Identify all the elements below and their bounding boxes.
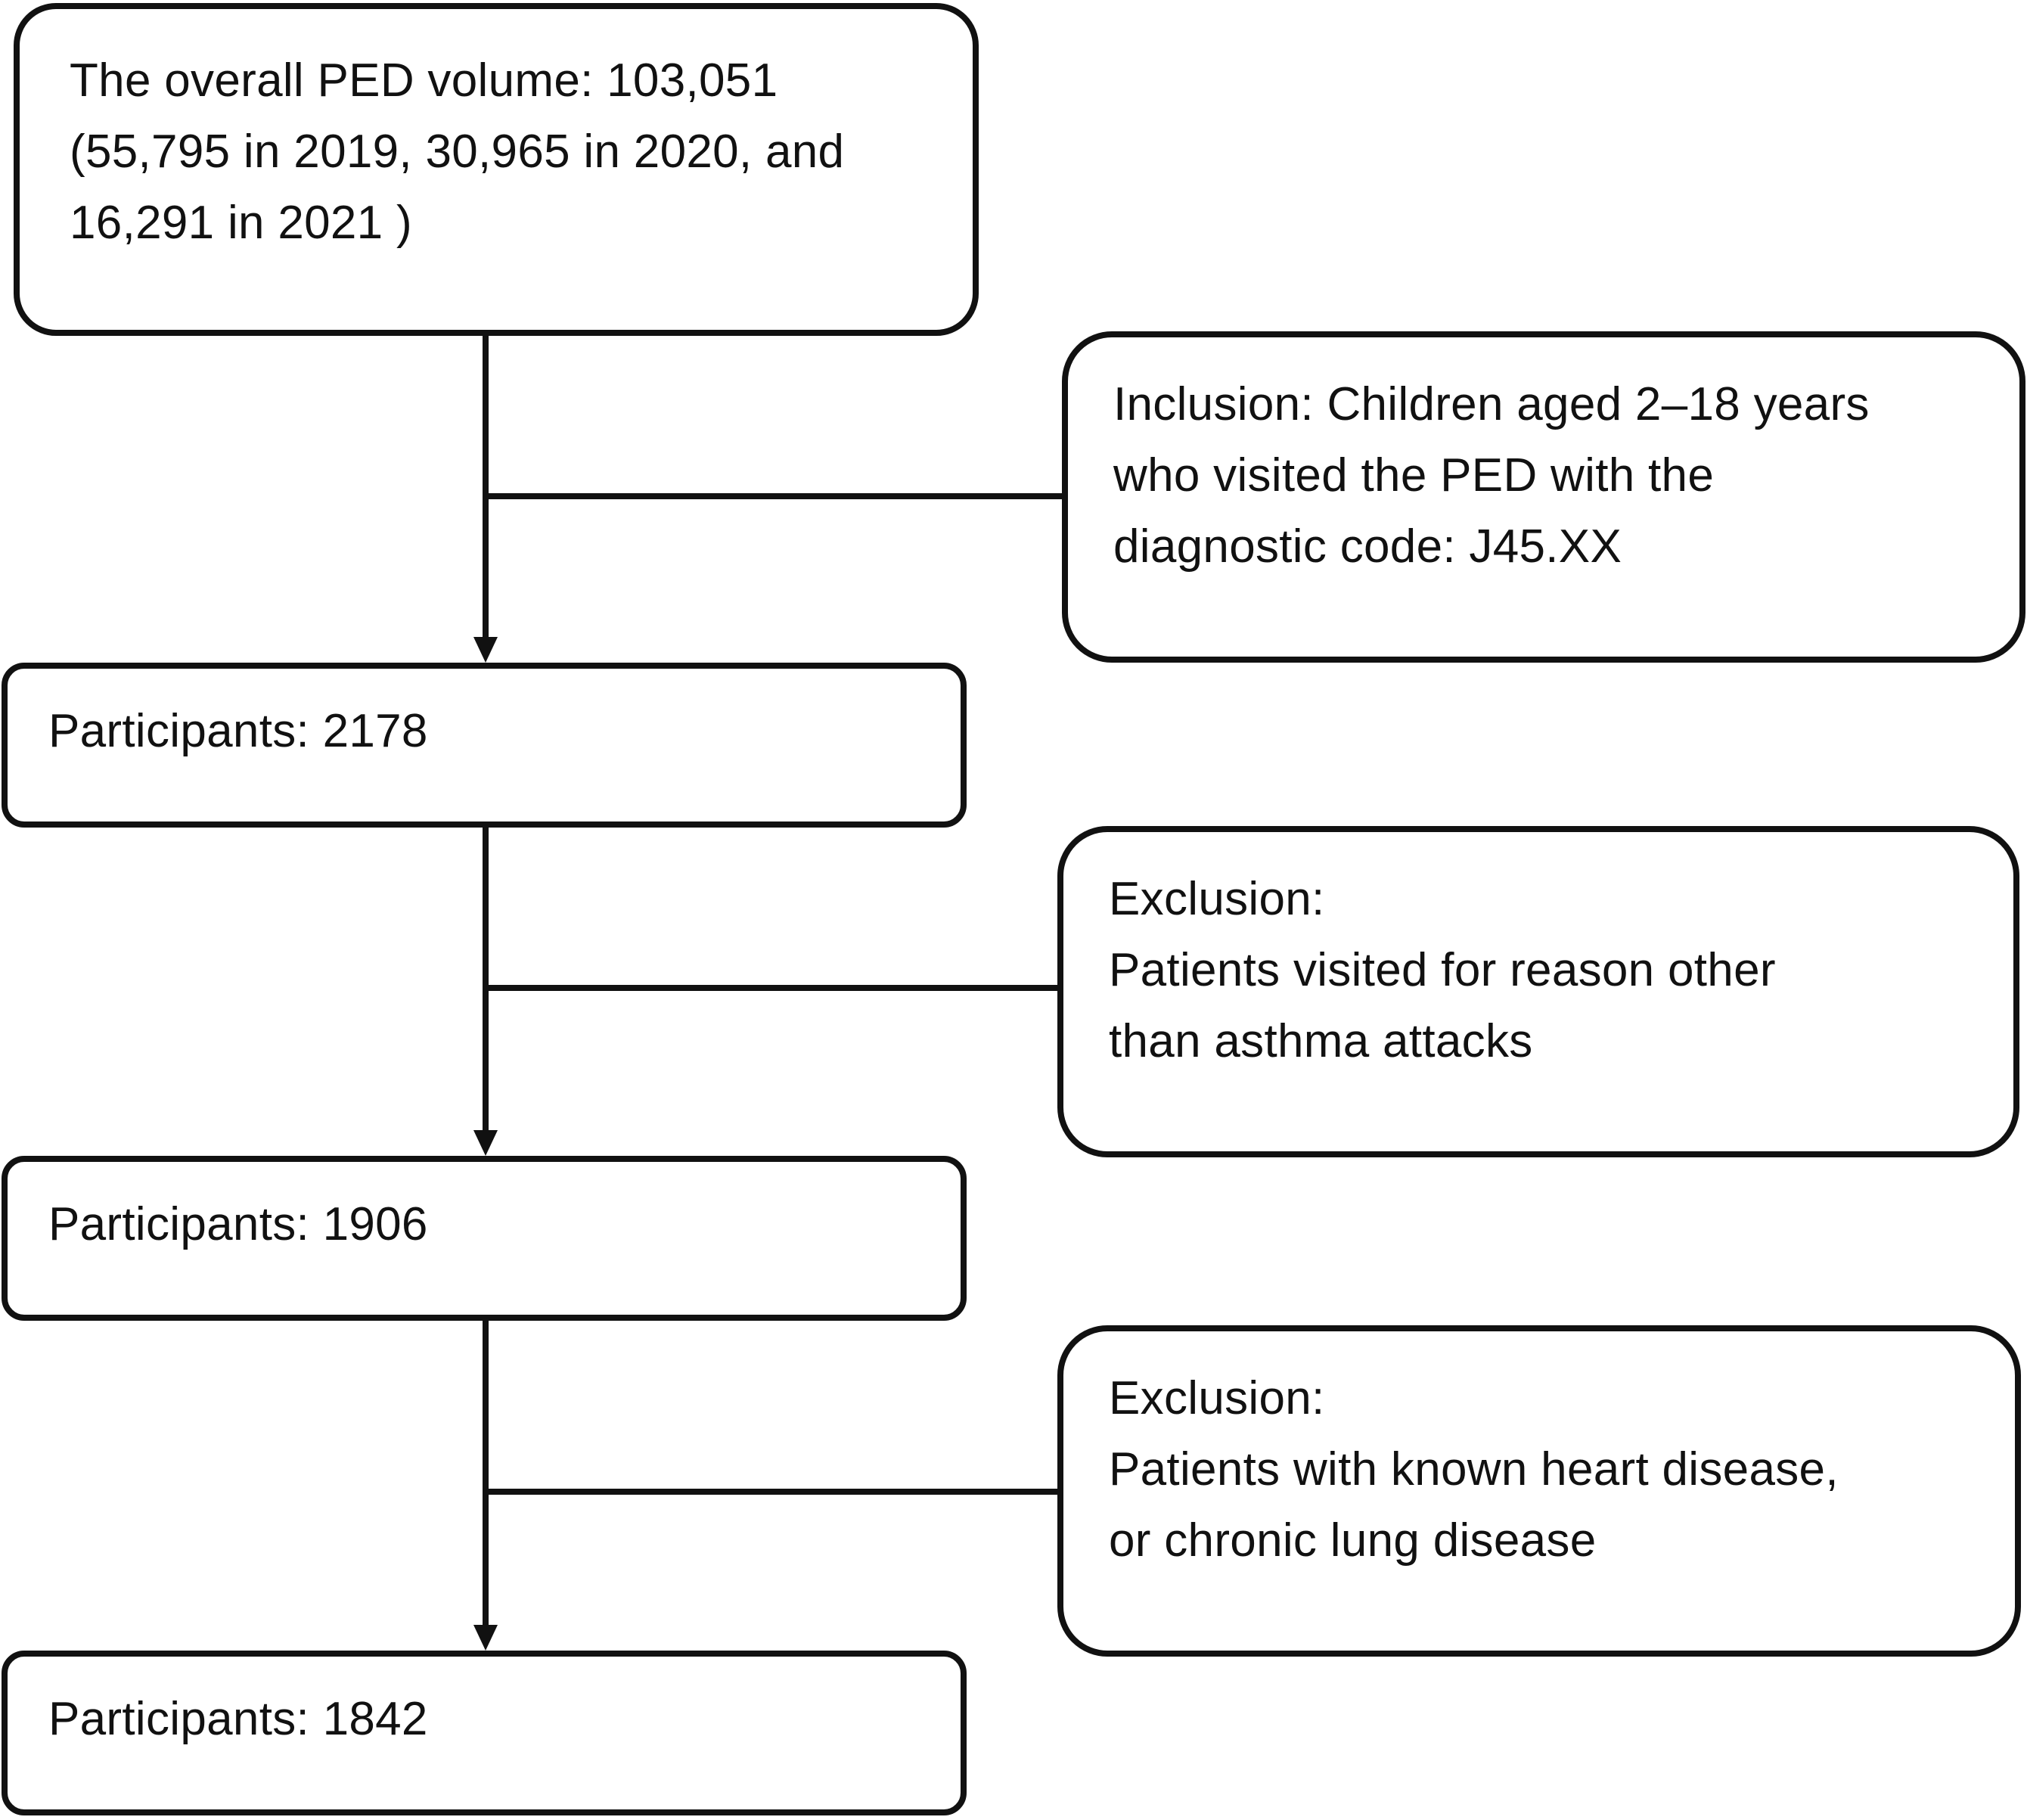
inclusion-line: diagnostic code: J45.XX (1113, 520, 1622, 573)
overall-volume-line: (55,795 in 2019, 30,965 in 2020, and (70, 126, 845, 178)
arrowhead-to-p3 (473, 1625, 498, 1651)
participants-box-3: Participants: 1842 (2, 1651, 967, 1815)
exclusion-2-text: Exclusion: Patients with known heart dis… (1109, 1363, 2015, 1576)
participants-box-2: Participants: 1906 (2, 1156, 967, 1321)
exclusion-2-line: Patients with known heart disease, (1109, 1443, 1839, 1495)
exclusion-1-line: Exclusion: (1109, 873, 1325, 925)
overall-volume-line: 16,291 in 2021 ) (70, 197, 412, 249)
inclusion-criteria-box: Inclusion: Children aged 2–18 years who … (1062, 331, 2025, 663)
participants-1-text: Participants: 2178 (48, 705, 428, 757)
inclusion-line: who visited the PED with the (1113, 449, 1715, 502)
participants-3-text: Participants: 1842 (48, 1693, 428, 1745)
exclusion-1-line: Patients visited for reason other (1109, 944, 1776, 996)
inclusion-line: Inclusion: Children aged 2–18 years (1113, 378, 1870, 430)
exclusion-2-line: Exclusion: (1109, 1372, 1325, 1424)
overall-volume-text: The overall PED volume: 103,051 (55,795 … (70, 45, 973, 259)
overall-volume-line: The overall PED volume: 103,051 (70, 54, 778, 107)
arrowhead-to-p1 (473, 637, 498, 663)
exclusion-1-text: Exclusion: Patients visited for reason o… (1109, 864, 2013, 1077)
exclusion-2-line: or chronic lung disease (1109, 1514, 1597, 1567)
exclusion-criteria-box-1: Exclusion: Patients visited for reason o… (1057, 826, 2019, 1157)
exclusion-criteria-box-2: Exclusion: Patients with known heart dis… (1057, 1325, 2021, 1657)
exclusion-1-line: than asthma attacks (1109, 1015, 1533, 1067)
participants-2-text: Participants: 1906 (48, 1198, 428, 1250)
arrowhead-to-p2 (473, 1130, 498, 1156)
participants-box-1: Participants: 2178 (2, 663, 967, 828)
overall-volume-box: The overall PED volume: 103,051 (55,795 … (14, 3, 979, 336)
inclusion-criteria-text: Inclusion: Children aged 2–18 years who … (1113, 369, 2019, 582)
